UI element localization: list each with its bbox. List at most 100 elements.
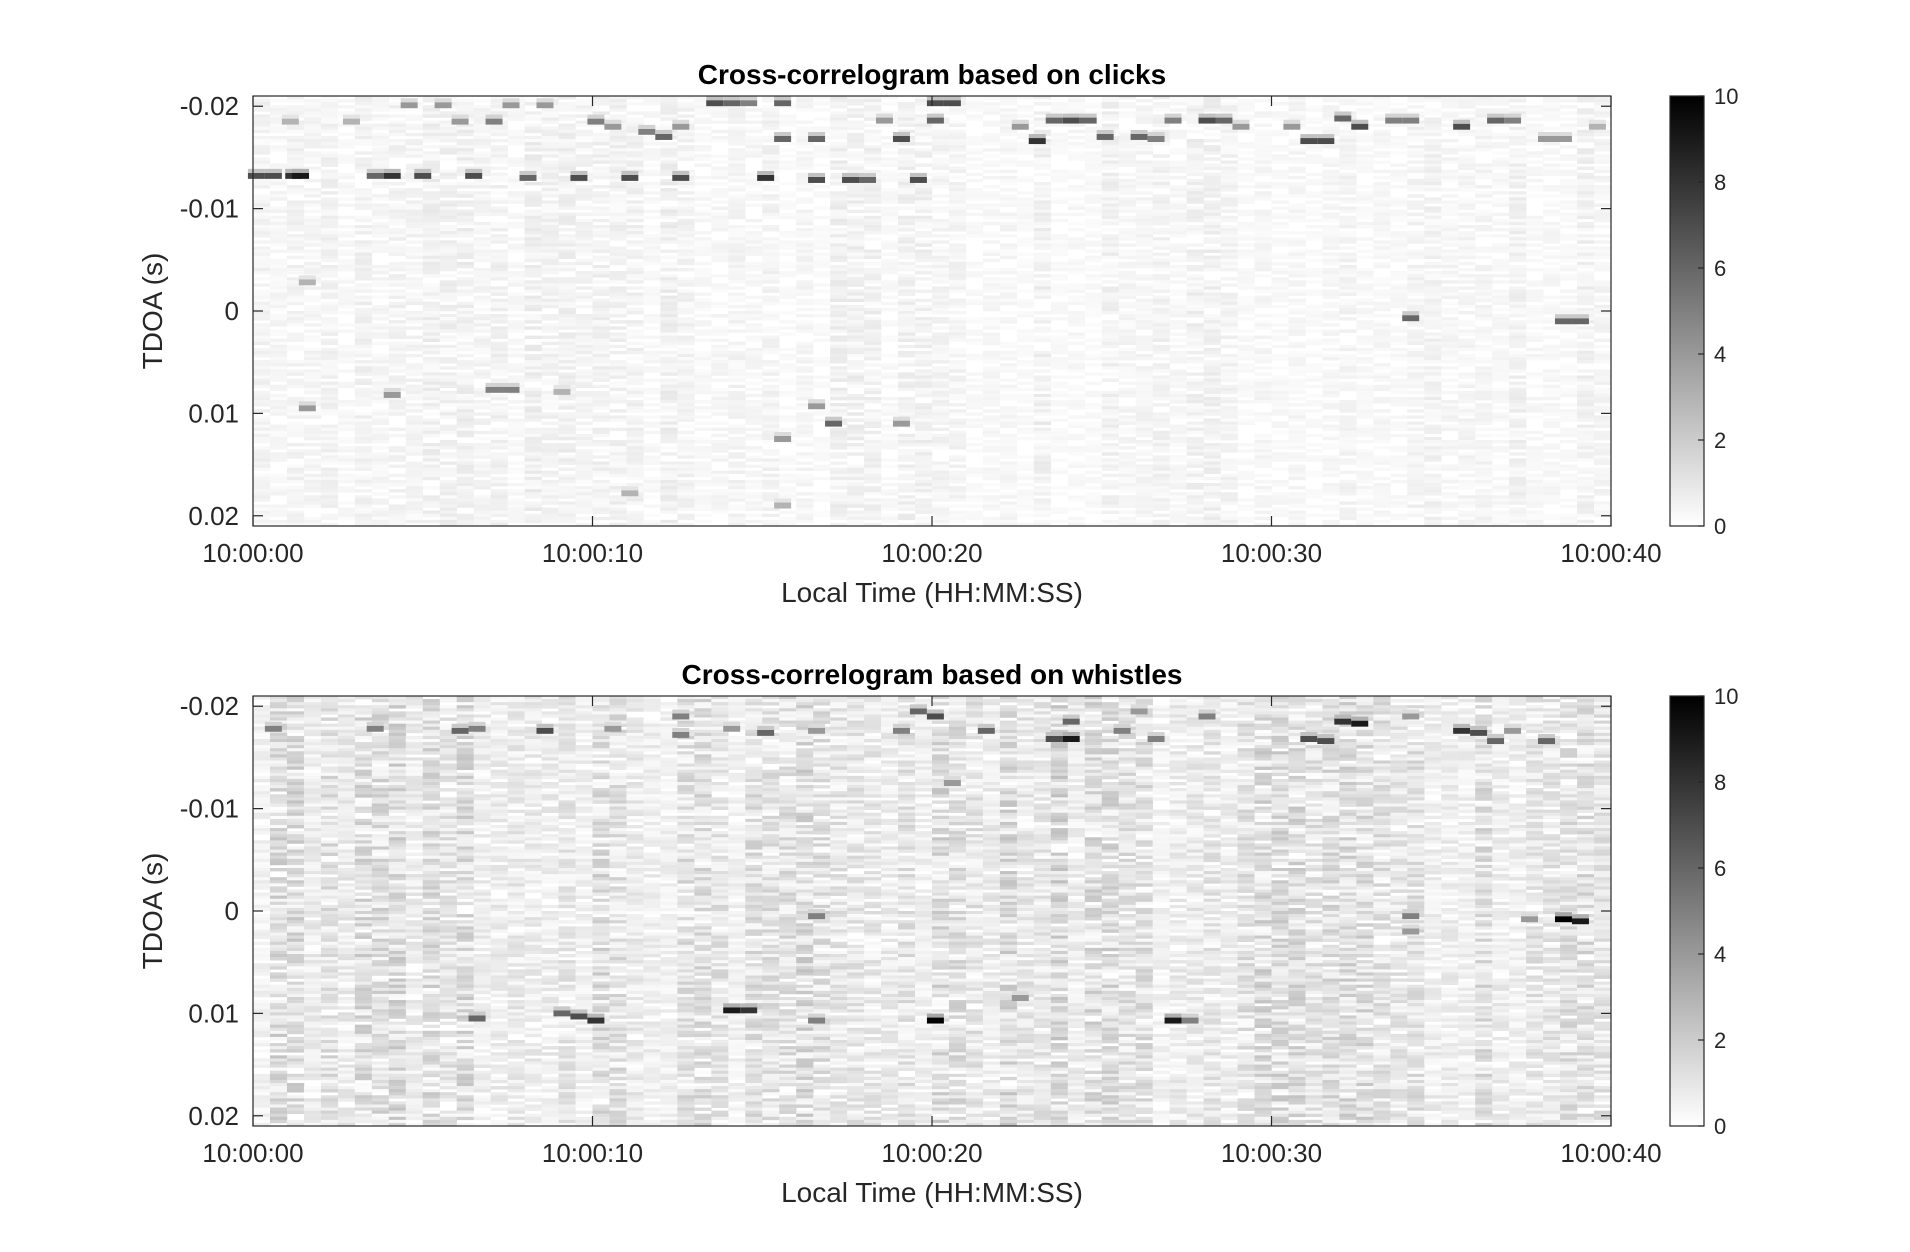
heatmap-cell-halo bbox=[926, 96, 944, 101]
heatmap-cell bbox=[1062, 736, 1080, 742]
heatmap-cell bbox=[1487, 117, 1505, 124]
heatmap-cell-halo bbox=[875, 113, 893, 118]
heatmap-cell bbox=[774, 435, 792, 442]
heatmap-cell-halo bbox=[723, 721, 741, 726]
heatmap-cell-halo bbox=[943, 96, 961, 101]
heatmap-cell bbox=[468, 1015, 486, 1022]
heatmap-cell bbox=[638, 128, 656, 135]
heatmap-cell-halo bbox=[1402, 709, 1420, 714]
heatmap-cell-halo bbox=[553, 384, 571, 389]
x-tick-label: 10:00:00 bbox=[202, 538, 303, 568]
panel-2: 10:00:00 10:00:10 10:00:20 10:00:30 10:00:40… bbox=[137, 659, 1738, 1208]
heatmap-cell-halo bbox=[1164, 1013, 1182, 1018]
heatmap-cell-halo bbox=[570, 1009, 588, 1014]
heatmap-cell bbox=[808, 136, 826, 142]
heatmap-cell bbox=[859, 176, 876, 183]
heatmap-cell-halo bbox=[808, 399, 826, 404]
x-tick-label: 10:00:30 bbox=[1221, 538, 1322, 568]
heatmap-cell bbox=[1181, 1017, 1199, 1024]
heatmap-cell bbox=[892, 420, 910, 427]
heatmap-cell bbox=[740, 1007, 758, 1014]
heatmap-cell-halo bbox=[1232, 119, 1250, 124]
heatmap-cell bbox=[1317, 138, 1335, 145]
heatmap-cell bbox=[723, 725, 741, 732]
heatmap-cell bbox=[1096, 133, 1114, 140]
heatmap-cell-halo bbox=[1538, 734, 1555, 739]
heatmap-cell bbox=[502, 102, 520, 109]
heatmap-cell-halo bbox=[655, 129, 673, 134]
heatmap-cell bbox=[892, 136, 910, 142]
heatmap-cell bbox=[536, 102, 554, 109]
x-tick-label: 10:00:10 bbox=[542, 1138, 643, 1168]
heatmap-cell-halo bbox=[1402, 909, 1420, 914]
heatmap-cell bbox=[672, 731, 690, 738]
heatmap-cell bbox=[1198, 713, 1216, 720]
heatmap-cell bbox=[1011, 995, 1029, 1002]
heatmap-cell-halo bbox=[519, 170, 537, 175]
heatmap-cell-halo bbox=[400, 98, 418, 103]
heatmap-cell bbox=[264, 172, 282, 179]
heatmap-cell bbox=[465, 172, 483, 179]
heatmap-cell bbox=[1215, 117, 1233, 124]
heatmap-cell-halo bbox=[536, 723, 554, 728]
heatmap-cell bbox=[451, 118, 469, 125]
heatmap-cell-halo bbox=[553, 1006, 571, 1011]
heatmap-cell bbox=[774, 100, 792, 107]
heatmap-cell bbox=[1045, 736, 1063, 742]
heatmap-cell bbox=[808, 913, 826, 920]
heatmap-cell-halo bbox=[1453, 723, 1471, 728]
heatmap-cell-halo bbox=[706, 96, 724, 101]
heatmap-cell bbox=[400, 102, 418, 109]
heatmap-cell bbox=[570, 1013, 588, 1020]
heatmap-cell bbox=[434, 102, 452, 109]
heatmap-background-2 bbox=[253, 696, 1612, 1127]
heatmap-cell-halo bbox=[859, 172, 876, 177]
heatmap-cell bbox=[621, 490, 639, 497]
colorbar-tick-label: 0 bbox=[1714, 1114, 1726, 1139]
heatmap-cell bbox=[740, 100, 758, 107]
heatmap-cell bbox=[1402, 913, 1420, 920]
heatmap-cell bbox=[1062, 718, 1080, 725]
heatmap-cell-halo bbox=[774, 431, 792, 436]
heatmap-cell bbox=[774, 136, 792, 142]
heatmap-cell bbox=[1147, 736, 1165, 742]
y-axis-label-2: TDOA (s) bbox=[137, 853, 168, 970]
heatmap-cell-halo bbox=[485, 382, 503, 387]
heatmap-cell-halo bbox=[1130, 704, 1148, 709]
heatmap-cell-halo bbox=[1521, 912, 1539, 917]
heatmap-cell bbox=[926, 1017, 944, 1024]
heatmap-cell-halo bbox=[1351, 119, 1369, 124]
heatmap-cell-halo bbox=[1402, 311, 1420, 316]
heatmap-cell bbox=[1538, 738, 1555, 745]
heatmap-cell-halo bbox=[740, 1003, 758, 1008]
heatmap-cell-halo bbox=[1351, 716, 1369, 721]
heatmap-cell-halo bbox=[1164, 113, 1182, 118]
heatmap-cell-halo bbox=[342, 114, 360, 119]
heatmap-cell bbox=[1504, 117, 1522, 124]
heatmap-cell bbox=[655, 133, 673, 140]
heatmap-cell-halo bbox=[892, 416, 910, 421]
heatmap-cell bbox=[757, 729, 775, 736]
heatmap-cell bbox=[926, 713, 944, 720]
heatmap-cell-halo bbox=[774, 498, 792, 503]
colorbar-tick-label: 10 bbox=[1714, 84, 1738, 109]
heatmap-cell bbox=[1045, 117, 1063, 124]
heatmap-cell bbox=[808, 727, 826, 734]
chart-title-2: Cross-correlogram based on whistles bbox=[681, 659, 1182, 690]
heatmap-cell bbox=[723, 100, 741, 107]
y-tick-label: -0.02 bbox=[180, 691, 239, 721]
heatmap-cell bbox=[502, 386, 520, 393]
heatmap-cell-halo bbox=[451, 114, 469, 119]
heatmap-cell-halo bbox=[451, 723, 469, 728]
heatmap-cell bbox=[1079, 117, 1097, 124]
heatmap-cell-halo bbox=[536, 98, 554, 103]
heatmap-cell-halo bbox=[774, 96, 792, 101]
heatmap-cell-halo bbox=[977, 723, 995, 728]
heatmap-cell-halo bbox=[1028, 134, 1046, 139]
heatmap-cell-halo bbox=[808, 723, 826, 728]
heatmap-cell-halo bbox=[1571, 314, 1589, 319]
heatmap-cell bbox=[943, 780, 961, 787]
heatmap-cell bbox=[808, 176, 826, 183]
heatmap-cell bbox=[1571, 918, 1589, 925]
heatmap-cell bbox=[298, 405, 316, 412]
